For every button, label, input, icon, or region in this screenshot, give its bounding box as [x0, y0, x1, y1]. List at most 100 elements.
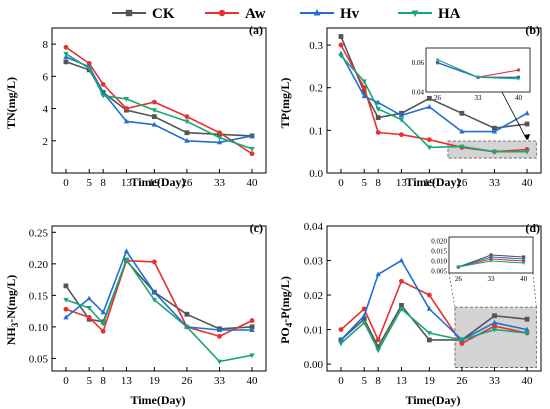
panel-c-ytick-label: 0.15: [29, 290, 49, 302]
panel-b-series-ha-point: [491, 149, 498, 155]
panel-c-xtick-label: 19: [149, 375, 161, 387]
panel-c-series-hv-point: [100, 309, 106, 315]
panel-c-series-hv-point: [151, 289, 157, 295]
panel-a-axes-frame: [51, 27, 267, 174]
legend-label-aw: Aw: [245, 6, 266, 22]
panel-a-series-ha-point: [184, 119, 190, 125]
panel-c-series-aw-point: [63, 306, 69, 312]
panel-c-xlabel: Time(Day): [130, 393, 185, 407]
panel-d-series-aw-point: [399, 278, 404, 284]
panel-d-xtick-label: 5: [361, 375, 367, 387]
panel-a-xtick-label: 8: [100, 177, 106, 189]
panel-d-ylabel-rest: -P(mg/L): [278, 276, 292, 323]
panel-b-series-ck-point: [459, 110, 465, 116]
panel-d-series-ck-point: [361, 316, 367, 322]
panel-d-ytick-label: 0.03: [304, 256, 324, 268]
panel-a-label: (a): [249, 23, 263, 37]
panel-c-series-ha-point: [63, 297, 69, 303]
panel-d-xtick-label: 33: [489, 375, 501, 387]
panel-a-series-aw-point: [249, 151, 255, 157]
panel-d-xtick-label: 13: [396, 375, 408, 387]
panel-c-ylabel-rest: -N(mg/L): [4, 275, 18, 323]
panel-a-series-ck-point: [184, 130, 190, 136]
panel-d-series-aw-point: [492, 323, 497, 329]
panel-b-plot: 0 5 8 13 19 26 33 40 0.0 0.1 0.2 0.3 26 33 40 0.04 0.06: [309, 27, 542, 189]
panel-a-xtick-label: 0: [63, 177, 69, 189]
panel-c-xtick-label: 26: [181, 375, 193, 387]
panel-a-xlabel: Time(Day): [130, 175, 185, 189]
panel-a-series-aw-line: [65, 46, 253, 155]
panel-b-ytick-label: 0.3: [309, 40, 323, 52]
panel-d-xtick-label: 26: [456, 375, 468, 387]
panel-b-inset-series-ha-point: [435, 58, 440, 62]
panel-b-series-aw-point: [338, 42, 344, 48]
panel-c-series-hv-point: [216, 327, 223, 332]
panel-d-series-ck-point: [426, 337, 432, 343]
legend: CK Aw Hv HA: [112, 6, 461, 22]
panel-b-series-hv-point: [524, 110, 530, 116]
panel-a-series-aw-point: [124, 106, 129, 111]
panel-a-ytick-label: 4: [43, 104, 49, 116]
panel-c-series-ha-point: [216, 359, 223, 365]
panel-d-series-hv-point: [338, 337, 344, 342]
legend-marker-ha: [411, 10, 419, 17]
panel-b-ylabel: TP(mg/L): [278, 78, 292, 129]
legend-item-aw: Aw: [205, 6, 266, 22]
panel-b-xlabel: Time(Day): [405, 175, 460, 189]
panel-d-label: (d): [525, 221, 540, 235]
panel-b: 0 5 8 13 19 26 33 400.00.10.20.326 33 400.040.06 …: [278, 23, 542, 189]
panel-c-ytick-label: 0.10: [29, 322, 49, 334]
panel-b-series-hv-point: [398, 112, 405, 118]
panel-d-inset-guide-left: [448, 272, 456, 308]
legend-item-ha: HA: [398, 6, 461, 22]
panel-b-series-ha-point: [398, 117, 405, 123]
panel-d-series-aw-line: [340, 280, 528, 345]
panel-d-series-hv-line: [340, 259, 528, 341]
legend-item-hv: Hv: [300, 6, 360, 22]
panel-d-inset-guide-right: [532, 272, 537, 308]
panel-d-xtick-label: 0: [338, 375, 344, 387]
panel-b-series-ha-point: [459, 144, 465, 150]
panel-a-series-ck-point: [151, 114, 157, 120]
panel-b-inset-series-aw-point: [516, 68, 521, 72]
panel-b-axes-frame: [326, 27, 542, 174]
panel-c-xtick-label: 5: [86, 375, 92, 387]
panel-b-xtick-label: 19: [424, 177, 436, 189]
panel-d-ytick-label: 0.04: [304, 221, 324, 233]
panel-d-ytick-label: 0.01: [304, 325, 323, 337]
panel-a-series-ha-point: [86, 66, 92, 72]
panel-b-ytick-label: 0.2: [309, 83, 323, 95]
panel-a-xtick-label: 13: [121, 177, 133, 189]
panel-a-series-aw-point: [217, 130, 222, 136]
panel-b-xtick-label: 33: [489, 177, 501, 189]
panel-a-series-aw-point: [100, 81, 106, 87]
panel-c-series-hv-point: [63, 314, 69, 320]
panel-b-series-hv-point: [375, 99, 381, 105]
legend-item-ck: CK: [112, 6, 175, 22]
panel-a-series-aw-point: [86, 61, 92, 66]
panel-d-inset-ytick-label: 0.010: [431, 258, 447, 266]
panel-c-xtick-label: 13: [121, 375, 133, 387]
panel-c-ytick-label: 0.25: [29, 227, 49, 239]
panel-d-inset-xtick-label: 33: [488, 275, 496, 283]
panel-c-ytick-label: 0.20: [29, 259, 49, 271]
panel-d-ytick-label: 0.02: [304, 290, 323, 302]
panel-c-series-ha-point: [249, 353, 255, 359]
panel-d-series-hv-point: [398, 257, 405, 263]
panel-d: 0 5 8 13 19 26 33 40 0.00 0.01 0.02 0.03 0.04 26 33 40 0…: [278, 221, 542, 407]
panel-d-xtick-label: 40: [522, 375, 534, 387]
legend-label-hv: Hv: [340, 6, 360, 22]
panel-b-inset-series-ha-point: [516, 77, 521, 81]
panel-d-series-ha-line: [340, 307, 528, 352]
panel-d-series-ha-point: [524, 331, 530, 336]
panel-b-series-hv-point: [426, 104, 432, 109]
panel-a-series-hv-point: [184, 137, 190, 143]
panel-d-inset-ytick-label: 0.020: [431, 238, 447, 246]
panel-c-series-aw-point: [100, 328, 106, 334]
panel-a-series-aw-point: [63, 44, 69, 50]
panel-b-series-ha-point: [426, 145, 432, 151]
legend-marker-aw: [218, 9, 226, 17]
panel-b-xtick-label: 13: [396, 177, 408, 189]
panel-b-series-ha-point: [338, 53, 344, 59]
